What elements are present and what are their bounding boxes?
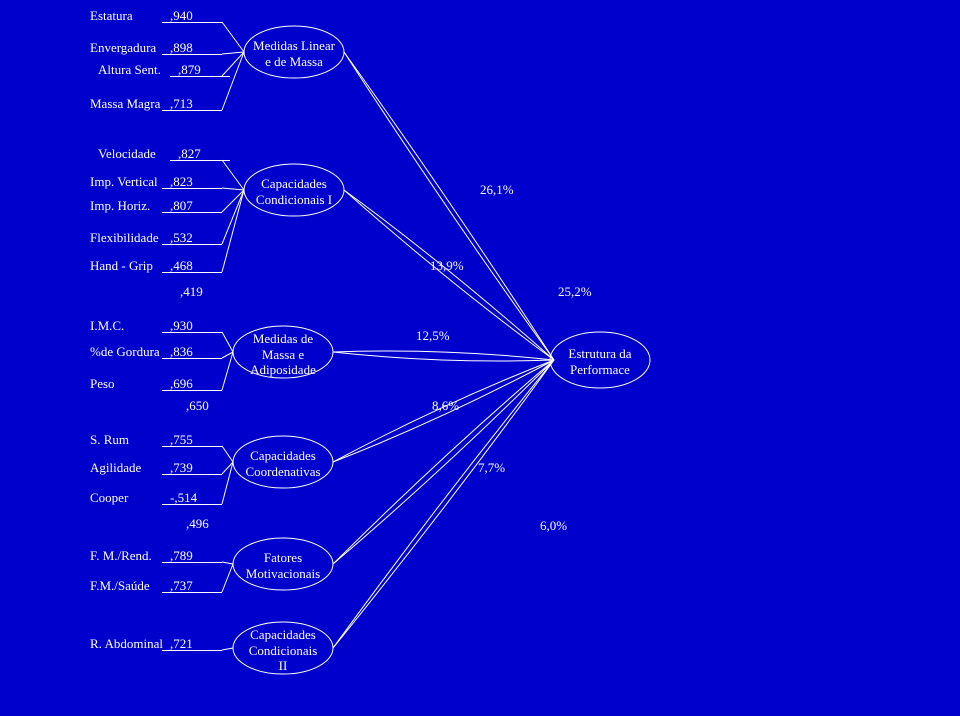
variable-underline	[162, 358, 222, 359]
factor-label-line: Adiposidade	[233, 362, 333, 378]
factor-label-line: e de Massa	[244, 54, 344, 70]
variable-underline	[162, 562, 222, 563]
factor-label: FatoresMotivacionais	[233, 550, 333, 581]
variable-underline	[162, 650, 222, 651]
variable-underline	[162, 332, 222, 333]
factor-label: Medidas Lineare de Massa	[244, 38, 344, 69]
variable-underline	[162, 504, 222, 505]
factor-label-line: Medidas de	[233, 331, 333, 347]
factor-label-line: Coordenativas	[233, 464, 333, 480]
path-percent: 7,7%	[478, 460, 505, 476]
path-percent: 13,9%	[430, 258, 464, 274]
variable-underline	[162, 244, 222, 245]
variable-label: Altura Sent.	[98, 62, 178, 78]
variable-label: Cooper	[90, 490, 170, 506]
factor-label-line: Fatores	[233, 550, 333, 566]
floating-value: ,496	[186, 516, 209, 532]
variable-label: Envergadura	[90, 40, 170, 56]
path-percent: 12,5%	[416, 328, 450, 344]
variable-label: %de Gordura	[90, 344, 170, 360]
factor-label: CapacidadesCondicionais I	[244, 176, 344, 207]
variable-underline	[162, 188, 222, 189]
variable-underline	[162, 54, 222, 55]
factor-label-line: II	[233, 658, 333, 674]
variable-underline	[162, 446, 222, 447]
floating-value: ,650	[186, 398, 209, 414]
path-percent: 8,6%	[432, 398, 459, 414]
variable-underline	[162, 110, 222, 111]
target-label: Estrutura daPerformace	[550, 346, 650, 377]
path-percent: 26,1%	[480, 182, 514, 198]
variable-label: Hand - Grip	[90, 258, 170, 274]
variable-underline	[162, 212, 222, 213]
variable-label: S. Rum	[90, 432, 170, 448]
target-label-line: Estrutura da	[550, 346, 650, 362]
variable-underline	[162, 592, 222, 593]
factor-label-line: Motivacionais	[233, 566, 333, 582]
variable-label: Estatura	[90, 8, 170, 24]
variable-label: R. Abdominal	[90, 636, 170, 652]
path-percent: 6,0%	[540, 518, 567, 534]
variable-label: Agilidade	[90, 460, 170, 476]
factor-label: CapacidadesCoordenativas	[233, 448, 333, 479]
variable-label: Flexibilidade	[90, 230, 170, 246]
variable-label: Imp. Horiz.	[90, 198, 170, 214]
variable-label: Imp. Vertical	[90, 174, 170, 190]
factor-label-line: Capacidades	[233, 448, 333, 464]
factor-label: CapacidadesCondicionaisII	[233, 627, 333, 674]
variable-label: F.M./Saúde	[90, 578, 170, 594]
factor-label-line: Capacidades	[233, 627, 333, 643]
variable-underline	[162, 22, 222, 23]
factor-label-line: Condicionais I	[244, 192, 344, 208]
factor-label: Medidas deMassa eAdiposidade	[233, 331, 333, 378]
floating-value: 25,2%	[558, 284, 592, 300]
factor-label-line: Condicionais	[233, 643, 333, 659]
factor-label-line: Massa e	[233, 347, 333, 363]
variable-underline	[162, 390, 222, 391]
factor-label-line: Capacidades	[244, 176, 344, 192]
factor-label-line: Medidas Linear	[244, 38, 344, 54]
variable-label: I.M.C.	[90, 318, 170, 334]
variable-underline	[162, 272, 222, 273]
variable-label: F. M./Rend.	[90, 548, 170, 564]
variable-underline	[170, 160, 230, 161]
variable-underline	[170, 76, 230, 77]
variable-label: Peso	[90, 376, 170, 392]
variable-underline	[162, 474, 222, 475]
variable-label: Massa Magra	[90, 96, 170, 112]
variable-label: Velocidade	[98, 146, 178, 162]
target-label-line: Performace	[550, 362, 650, 378]
floating-value: ,419	[180, 284, 203, 300]
